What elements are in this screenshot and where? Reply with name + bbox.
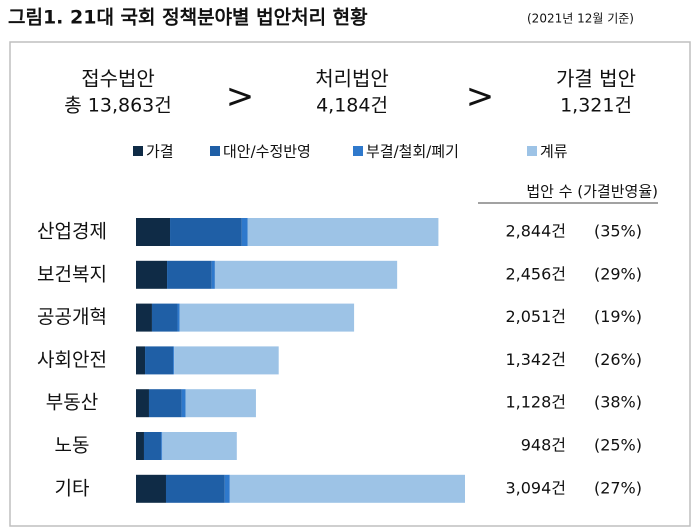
rate-label: (35%) <box>594 222 642 241</box>
legend-label: 계류 <box>540 143 568 161</box>
bar-segment <box>179 303 355 332</box>
bar-segment <box>185 389 256 418</box>
bar-segment <box>151 303 178 332</box>
summary-label: 접수법안 <box>81 67 155 91</box>
bar-segment <box>136 303 152 332</box>
bar-segment <box>241 218 248 246</box>
legend-label: 가결 <box>146 143 174 161</box>
bar-segment <box>229 474 465 503</box>
rate-label: (19%) <box>594 307 642 326</box>
bar-segment <box>161 432 163 460</box>
rate-label: (26%) <box>594 350 642 369</box>
bar-segment <box>136 432 144 460</box>
category-label: 노동 <box>55 435 90 457</box>
category-label: 부동산 <box>46 392 98 414</box>
legend-swatch <box>527 146 537 156</box>
bar-segment <box>167 260 212 289</box>
summary-value: 4,184건 <box>316 95 388 117</box>
bar-segment <box>136 218 171 246</box>
bar-segment <box>136 346 146 375</box>
category-label: 산업경제 <box>37 221 107 243</box>
legend-swatch <box>210 146 220 156</box>
rate-label: (38%) <box>594 393 642 412</box>
summary-label: 가결 법안 <box>556 67 636 91</box>
bar-segment <box>136 474 166 503</box>
rate-label: (29%) <box>594 264 642 283</box>
bar-segment <box>143 432 162 460</box>
legend-label: 대안/수정반영 <box>223 143 311 161</box>
bar-segment <box>174 346 279 375</box>
rate-label: (27%) <box>594 478 642 497</box>
total-label: 1,342건 <box>505 350 566 369</box>
category-label: 사회안전 <box>37 349 107 371</box>
summary-label: 처리법안 <box>315 67 389 91</box>
bar-segment <box>136 389 149 418</box>
summary-separator: > <box>226 77 255 117</box>
bar-segment <box>181 389 186 418</box>
summary-value: 1,321건 <box>560 95 632 117</box>
total-label: 2,051건 <box>505 307 566 326</box>
bar-segment <box>136 260 168 289</box>
chart-subtitle: (2021년 12월 기준) <box>527 12 634 26</box>
legend-swatch <box>133 146 143 156</box>
category-label: 기타 <box>55 477 90 499</box>
bar-segment <box>211 260 215 289</box>
total-label: 2,844건 <box>505 222 566 241</box>
bar-segment <box>162 432 237 460</box>
total-label: 1,128건 <box>505 393 566 412</box>
bar-segment <box>165 474 225 503</box>
category-label: 공공개혁 <box>37 306 107 328</box>
bar-segment <box>247 218 439 246</box>
category-label: 보건복지 <box>37 263 107 285</box>
bar-segment <box>145 346 174 375</box>
bar-segment <box>148 389 182 418</box>
bar-segment <box>173 346 175 375</box>
total-label: 2,456건 <box>505 264 566 283</box>
rate-label: (25%) <box>594 436 642 455</box>
total-label: 3,094건 <box>505 478 566 497</box>
bar-segment <box>177 303 180 332</box>
frame <box>9 41 691 527</box>
bar-segment <box>224 474 230 503</box>
legend-label: 부결/철회/폐기 <box>366 143 459 161</box>
bar-segment <box>214 260 398 289</box>
summary-value: 총 13,863건 <box>64 95 171 117</box>
summary-separator: > <box>466 77 495 117</box>
chart-title: 그림1. 21대 국회 정책분야별 법안처리 현황 <box>8 6 368 29</box>
legend-swatch <box>353 146 363 156</box>
bar-segment <box>170 218 242 246</box>
total-label: 948건 <box>521 436 566 455</box>
value-header: 법안 수 (가결반영율) <box>526 183 658 201</box>
